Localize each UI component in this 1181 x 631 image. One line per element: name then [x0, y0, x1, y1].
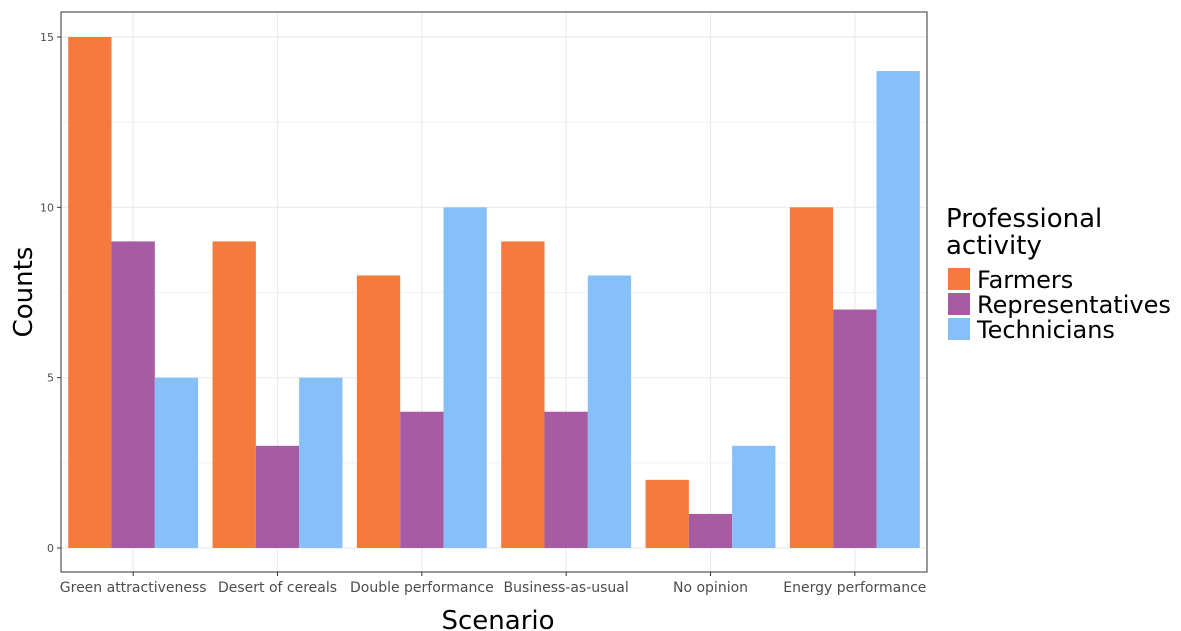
- bar-farmers: [501, 241, 544, 548]
- bar-representatives: [689, 514, 732, 548]
- bar-technicians: [155, 378, 198, 548]
- bar-technicians: [588, 275, 631, 548]
- bar-farmers: [213, 241, 256, 548]
- x-tick-label: Energy performance: [783, 580, 926, 596]
- legend-title-line-2: activity: [946, 231, 1042, 261]
- bar-technicians: [876, 71, 919, 548]
- y-tick-label: 15: [40, 31, 54, 44]
- x-tick-label: Desert of cereals: [218, 580, 337, 596]
- bar-representatives: [400, 412, 443, 548]
- legend-label-representatives: Representatives: [977, 291, 1171, 319]
- legend-swatch-representatives: [948, 293, 970, 315]
- bar-representatives: [545, 412, 588, 548]
- x-axis-title: Scenario: [441, 606, 554, 631]
- y-tick-label: 5: [47, 372, 54, 385]
- legend-title-line-1: Professional: [946, 204, 1102, 234]
- bar-technicians: [732, 446, 775, 548]
- bar-farmers: [68, 37, 111, 548]
- bar-representatives: [833, 310, 876, 548]
- legend-label-farmers: Farmers: [977, 266, 1073, 294]
- x-tick-label: Green attractiveness: [60, 580, 207, 596]
- bar-technicians: [299, 378, 342, 548]
- x-tick-label: Double performance: [350, 580, 494, 596]
- legend-swatch-farmers: [948, 268, 970, 290]
- y-tick-label: 10: [40, 201, 54, 214]
- legend-label-technicians: Technicians: [976, 316, 1115, 344]
- bar-representatives: [256, 446, 299, 548]
- x-axis-ticks: Green attractiveness Desert of cereals Dou…: [60, 572, 927, 596]
- y-axis-title: Counts: [9, 247, 39, 338]
- bar-farmers: [790, 207, 833, 548]
- legend-swatch-technicians: [948, 318, 970, 340]
- y-axis-ticks: 0 5 10 15: [40, 31, 61, 555]
- y-tick-label: 0: [47, 542, 54, 555]
- bar-farmers: [357, 275, 400, 548]
- bar-technicians: [443, 207, 486, 548]
- x-tick-label: Business-as-usual: [504, 580, 629, 596]
- bar-representatives: [112, 241, 155, 548]
- bar-farmers: [646, 480, 689, 548]
- x-tick-label: No opinion: [673, 580, 748, 596]
- legend: Professional activity FarmersRepresentat…: [946, 204, 1171, 344]
